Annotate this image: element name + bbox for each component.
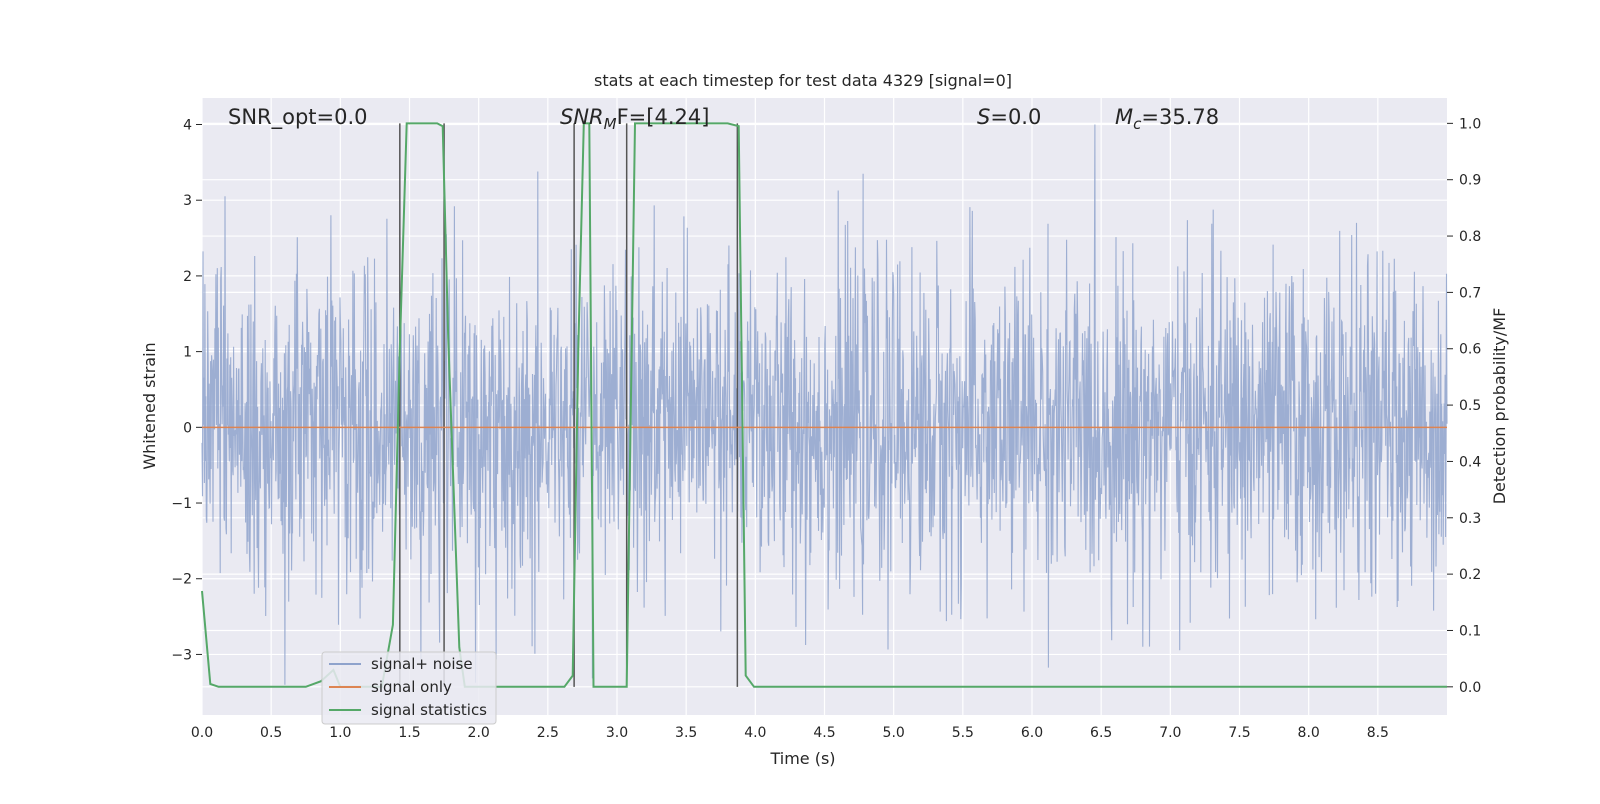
x-axis-label: Time (s) xyxy=(769,749,835,768)
y-tick-label-left: −3 xyxy=(171,647,192,663)
x-tick-label: 1.0 xyxy=(329,725,351,741)
legend-box xyxy=(321,651,497,725)
y-tick-label-right: 0.7 xyxy=(1459,285,1481,301)
y-axis-label-right: Detection probability/MF xyxy=(1490,308,1509,505)
annotation-s-sym: S xyxy=(977,105,990,129)
x-tick-label: 8.0 xyxy=(1298,725,1320,741)
y-tick-label-right: 0.8 xyxy=(1459,229,1481,245)
legend-label-stats: signal statistics xyxy=(371,701,487,719)
y-tick-label-right: 0.3 xyxy=(1459,511,1481,527)
annotation-snr-mf-sub: M xyxy=(604,115,617,133)
legend-label-signal: signal only xyxy=(371,678,452,696)
y-tick-label-left: −1 xyxy=(171,496,192,512)
annotation-snr-mf-sym: SNR xyxy=(560,105,604,129)
x-tick-label: 3.0 xyxy=(606,725,628,741)
y-axis-label-left: Whitened strain xyxy=(140,342,159,469)
noise-line xyxy=(201,124,1448,685)
y-tick-label-right: 0.4 xyxy=(1459,454,1481,470)
x-tick-label: 3.5 xyxy=(675,725,697,741)
annotation-snr-mf: SNRMF=[4.24] xyxy=(560,105,709,133)
x-tick-label: 2.0 xyxy=(468,725,490,741)
x-tick-label: 1.5 xyxy=(398,725,420,741)
noise-series xyxy=(201,124,1448,685)
chart-title: stats at each timestep for test data 432… xyxy=(594,71,1012,90)
x-tick-label: 0.5 xyxy=(260,725,282,741)
y-tick-label-right: 0.1 xyxy=(1459,623,1481,639)
annotation-s-rest: =0.0 xyxy=(990,105,1041,129)
annotation-mc: Mc=35.78 xyxy=(1115,105,1219,133)
annotation-s: S=0.0 xyxy=(977,105,1041,129)
y-tick-label-left: 3 xyxy=(183,193,192,209)
x-tick-label: 5.5 xyxy=(952,725,974,741)
y-tick-label-right: 1.0 xyxy=(1459,116,1481,132)
tick-labels: 0.0 0.5 1.0 1.5 2.0 2.5 3.0 3.5 4.0 4.5 5.0 5.5 6.0 6… xyxy=(171,116,1481,741)
x-tick-label: 0.0 xyxy=(191,725,213,741)
y-tick-label-left: 4 xyxy=(183,117,192,133)
y-tick-label-right: 0.2 xyxy=(1459,567,1481,583)
y-tick-label-left: 1 xyxy=(183,345,192,361)
annotation-snr-opt: SNR_opt=0.0 xyxy=(228,105,368,130)
x-tick-label: 4.5 xyxy=(813,725,835,741)
y-tick-label-right: 0.0 xyxy=(1459,680,1481,696)
legend: signal+ noise signal only signal statist… xyxy=(321,651,497,725)
y-tick-label-right: 0.6 xyxy=(1459,342,1481,358)
annotation-mc-sub: c xyxy=(1133,115,1142,133)
x-tick-label: 6.5 xyxy=(1090,725,1112,741)
x-tick-label: 2.5 xyxy=(537,725,559,741)
x-tick-label: 7.5 xyxy=(1228,725,1250,741)
y-tick-label-right: 0.5 xyxy=(1459,398,1481,414)
y-tick-label-right: 0.9 xyxy=(1459,173,1481,189)
x-tick-label: 5.0 xyxy=(883,725,905,741)
annotation-mc-rest: =35.78 xyxy=(1141,105,1219,129)
x-tick-label: 6.0 xyxy=(1021,725,1043,741)
y-tick-label-left: 2 xyxy=(183,269,192,285)
annotation-mc-sym: M xyxy=(1115,105,1133,129)
legend-label-noise: signal+ noise xyxy=(371,655,473,673)
y-tick-label-left: 0 xyxy=(183,420,192,436)
x-tick-label: 8.5 xyxy=(1367,725,1389,741)
y-tick-label-left: −2 xyxy=(171,572,192,588)
x-tick-label: 4.0 xyxy=(744,725,766,741)
annotation-snr-mf-rest: F=[4.24] xyxy=(617,105,710,129)
x-tick-label: 7.0 xyxy=(1159,725,1181,741)
